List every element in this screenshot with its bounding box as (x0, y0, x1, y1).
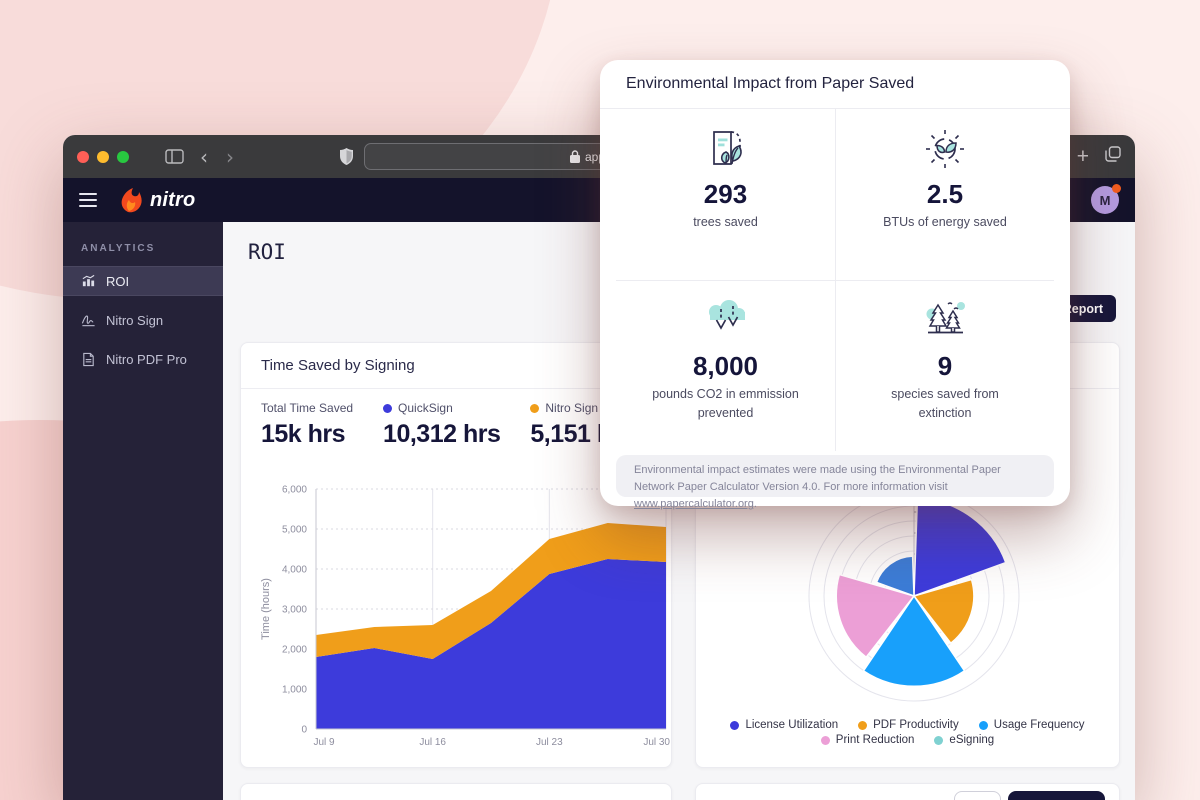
svg-text:4,000: 4,000 (282, 565, 307, 576)
legend-item[interactable]: Print Reduction (820, 734, 915, 746)
svg-text:6,000: 6,000 (282, 485, 307, 496)
lock-icon (570, 150, 580, 163)
hamburger-menu-icon[interactable] (79, 193, 97, 207)
nitro-flame-icon (121, 188, 142, 213)
sidebar: ANALYTICS ROI Nitro Sign (63, 222, 223, 800)
sidebar-section-label: ANALYTICS (81, 243, 156, 254)
sun-leaves-icon (926, 130, 964, 168)
metric-value: 9 (937, 351, 953, 381)
metric-trees-saved: 293 trees saved (616, 109, 835, 280)
sidebar-item-label: Nitro PDF Pro (106, 351, 187, 367)
sidebar-toggle-icon[interactable] (165, 149, 184, 164)
metric-species-saved: 9 species saved from extinction (835, 280, 1054, 451)
bar-chart-icon (82, 274, 95, 286)
svg-text:Jul 16: Jul 16 (419, 737, 446, 748)
tab-overview-icon[interactable] (1105, 146, 1121, 167)
legend-item[interactable]: PDF Productivity (858, 719, 959, 731)
metric-value: 8,000 (692, 351, 759, 381)
sidebar-item-roi[interactable]: ROI (63, 266, 223, 296)
metric-value: 2.5 (926, 179, 964, 209)
legend-label: Usage Frequency (993, 719, 1085, 731)
window-close-button[interactable] (77, 150, 89, 163)
metric-value: 293 (703, 179, 748, 209)
env-card-title: Environmental Impact from Paper Saved (600, 60, 1070, 109)
bottom-right-card-partial (695, 783, 1120, 800)
document-icon (83, 352, 94, 366)
metric-energy-saved: 2.5 BTUs of energy saved (835, 109, 1054, 280)
document-leaves-icon (712, 131, 742, 165)
shield-icon[interactable] (339, 148, 354, 165)
polar-chart-legend: License Utilization PDF Productivity Usage… (696, 719, 1119, 746)
metric-caption: trees saved (693, 215, 758, 229)
time-saved-area-chart: 0 1,000 2,000 3,000 4,000 5,000 6,000 Jul 9 Jul … (260, 485, 670, 749)
legend-label: eSigning (949, 734, 995, 746)
bottom-left-card-partial (240, 783, 672, 800)
window-zoom-button[interactable] (117, 150, 129, 163)
svg-text:Time (hours): Time (hours) (260, 578, 272, 640)
new-tab-icon[interactable]: + (1076, 145, 1089, 168)
forest-trees-icon (926, 302, 965, 334)
svg-text:3,000: 3,000 (282, 605, 307, 616)
brand-name: nitro (150, 188, 196, 211)
legend-item[interactable]: eSigning (934, 734, 994, 746)
svg-text:2,000: 2,000 (282, 645, 307, 656)
stat-value: 15k hrs (261, 420, 346, 448)
forward-icon[interactable]: › (226, 144, 234, 169)
papercalculator-link[interactable]: www.papercalculator.org (634, 498, 754, 511)
stat-quicksign: QuickSign 10,312 hrs (383, 401, 501, 448)
metric-caption: BTUs of energy saved (883, 215, 1007, 229)
sidebar-item-nitro-pdf-pro[interactable]: Nitro PDF Pro (63, 344, 223, 374)
nitro-logo: nitro (119, 187, 195, 213)
primary-button-partial[interactable] (1008, 791, 1105, 800)
window-minimize-button[interactable] (97, 150, 109, 163)
legend-dot (858, 720, 868, 730)
environmental-impact-card: Environmental Impact from Paper Saved 29… (600, 60, 1070, 510)
sidebar-item-label: ROI (106, 273, 130, 289)
nitro-sign-dot (530, 403, 540, 413)
legend-item[interactable]: License Utilization (730, 719, 838, 731)
secondary-button-partial[interactable] (954, 791, 1001, 800)
metric-co2-prevented: 8,000 pounds CO2 in emmission prevented (616, 280, 835, 451)
svg-text:5,000: 5,000 (282, 525, 307, 536)
time-saved-card-title: Time Saved by Signing (241, 343, 671, 389)
back-icon[interactable]: ‹ (200, 144, 208, 169)
metric-caption: species saved from extinction (891, 387, 999, 421)
legend-dot (730, 720, 740, 730)
legend-item[interactable]: Usage Frequency (978, 719, 1085, 731)
svg-text:Jul 23: Jul 23 (536, 737, 563, 748)
legend-label: License Utilization (745, 719, 839, 731)
legend-dot (820, 735, 830, 745)
svg-text:Jul 9: Jul 9 (313, 737, 335, 748)
legend-label: PDF Productivity (873, 719, 959, 731)
metric-caption: pounds CO2 in emmission prevented (652, 387, 799, 421)
svg-text:Jul 30: Jul 30 (643, 737, 670, 748)
sidebar-item-label: Nitro Sign (106, 312, 164, 328)
svg-text:1,000: 1,000 (282, 685, 307, 696)
notification-dot (1112, 184, 1121, 193)
cloud-arrows-down-icon (708, 300, 745, 330)
env-card-footnote: Environmental impact estimates were made… (616, 455, 1054, 510)
stat-value: 10,312 hrs (383, 420, 501, 448)
signature-icon (81, 314, 95, 326)
svg-text:0: 0 (301, 725, 307, 736)
sidebar-item-nitro-sign[interactable]: Nitro Sign (63, 305, 223, 335)
legend-dot (978, 720, 988, 730)
stat-total-time-saved: Total Time Saved 15k hrs (261, 401, 354, 448)
polar-area-chart (808, 490, 1020, 702)
page-title: ROI (248, 240, 286, 264)
avatar[interactable]: M (1091, 184, 1121, 214)
quicksign-dot (383, 403, 393, 413)
legend-label: Print Reduction (835, 734, 915, 746)
legend-dot (934, 735, 944, 745)
